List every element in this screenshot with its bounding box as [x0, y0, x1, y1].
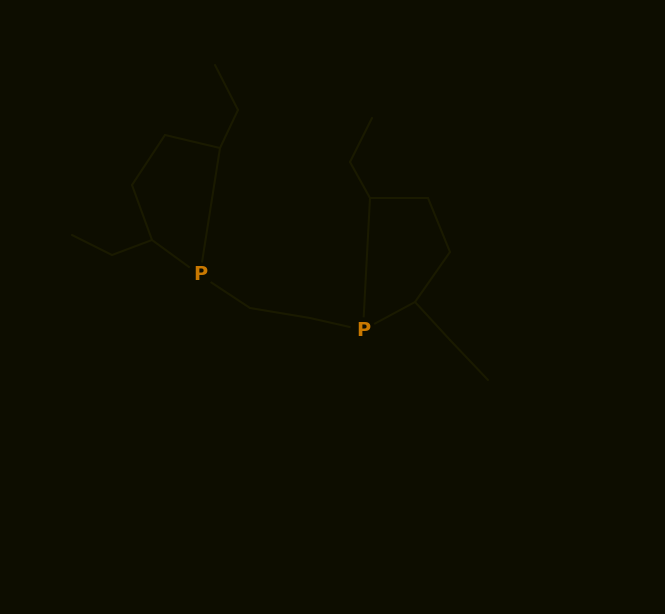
Circle shape	[351, 318, 375, 342]
Text: P: P	[356, 321, 370, 340]
Circle shape	[188, 263, 212, 287]
Text: P: P	[193, 265, 207, 284]
